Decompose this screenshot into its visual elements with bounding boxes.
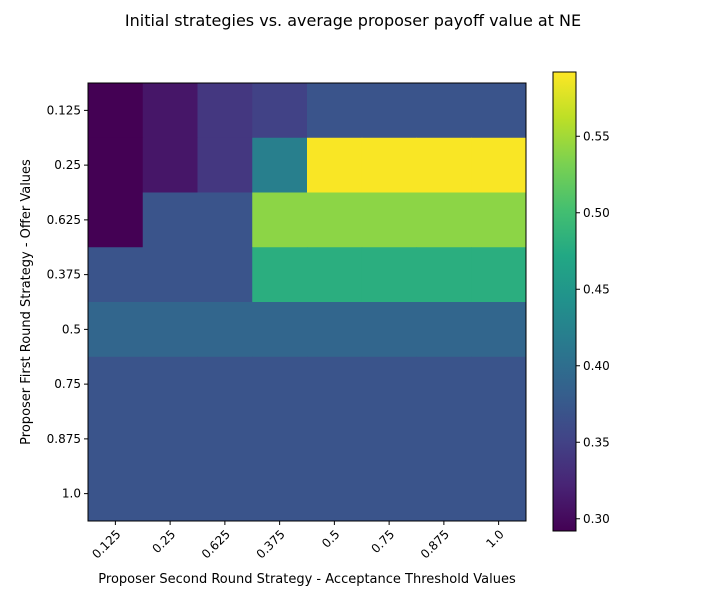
heatmap-cell xyxy=(471,247,527,303)
colorbar-tick-label: 0.50 xyxy=(583,206,610,220)
heatmap-cell xyxy=(252,83,308,139)
heatmap-cell xyxy=(361,192,417,248)
heatmap-cell xyxy=(416,302,472,358)
heatmap-cell xyxy=(252,192,308,248)
heatmap-cell xyxy=(142,356,198,412)
y-tick-label: 0.75 xyxy=(54,377,81,391)
heatmap-cell xyxy=(416,83,472,139)
colorbar-tick-label: 0.40 xyxy=(583,359,610,373)
heatmap-cell xyxy=(197,356,253,412)
heatmap-cell xyxy=(416,356,472,412)
colorbar-tick-label: 0.35 xyxy=(583,435,610,449)
heatmap-cell xyxy=(307,137,363,193)
heatmap-cell xyxy=(307,247,363,303)
heatmap-cell xyxy=(142,302,198,358)
y-tick-label: 0.5 xyxy=(62,322,81,336)
heatmap-cell xyxy=(142,83,198,139)
x-tick-label: 0.375 xyxy=(254,527,288,561)
y-tick-label: 0.125 xyxy=(47,103,81,117)
heatmap-cell xyxy=(197,466,253,522)
heatmap-cell xyxy=(361,302,417,358)
heatmap-cell xyxy=(471,302,527,358)
heatmap-cell xyxy=(88,356,144,412)
heatmap-cell xyxy=(197,83,253,139)
heatmap-cell xyxy=(416,247,472,303)
heatmap-cell xyxy=(471,356,527,412)
heatmap-cell xyxy=(197,411,253,467)
y-axis-label: Proposer First Round Strategy - Offer Va… xyxy=(19,159,34,445)
heatmap-cell xyxy=(416,192,472,248)
heatmap-cell xyxy=(142,192,198,248)
heatmap-cell xyxy=(307,411,363,467)
heatmap-cell xyxy=(252,466,308,522)
heatmap-cell xyxy=(307,302,363,358)
heatmap-cell xyxy=(88,411,144,467)
heatmap-cell xyxy=(142,411,198,467)
y-axis-ticks: 0.125 0.25 0.625 0.375 0.5 0.75 0.875 1.0 xyxy=(47,103,88,501)
colorbar-ticks: 0.30 0.35 0.40 0.45 0.50 0.55 xyxy=(576,129,610,526)
heatmap-cell xyxy=(361,411,417,467)
heatmap-cell xyxy=(88,83,144,139)
heatmap-cell xyxy=(471,192,527,248)
heatmap-cell xyxy=(307,83,363,139)
heatmap-cell xyxy=(361,247,417,303)
heatmap-cell xyxy=(361,356,417,412)
heatmap-cell xyxy=(361,83,417,139)
x-tick-label: 0.5 xyxy=(319,527,342,550)
heatmap-cell xyxy=(361,466,417,522)
heatmap-cell xyxy=(471,411,527,467)
heatmap-cell xyxy=(252,302,308,358)
y-tick-label: 0.625 xyxy=(47,213,81,227)
heatmap-cell xyxy=(252,247,308,303)
heatmap-cell xyxy=(197,192,253,248)
x-tick-label: 0.125 xyxy=(89,527,123,561)
x-axis-label: Proposer Second Round Strategy - Accepta… xyxy=(98,572,516,587)
x-tick-label: 0.625 xyxy=(199,527,233,561)
colorbar-tick-label: 0.55 xyxy=(583,129,610,143)
heatmap-cell xyxy=(197,302,253,358)
x-tick-label: 0.75 xyxy=(368,527,397,556)
heatmap-cell xyxy=(252,411,308,467)
heatmap-cell xyxy=(142,137,198,193)
y-tick-label: 0.875 xyxy=(47,432,81,446)
x-axis-ticks: 0.125 0.25 0.625 0.375 0.5 0.75 0.875 1.0 xyxy=(89,521,507,561)
heatmap-cell xyxy=(307,356,363,412)
chart-title: Initial strategies vs. average proposer … xyxy=(125,11,581,30)
heatmap-cell xyxy=(307,192,363,248)
heatmap-cell xyxy=(252,356,308,412)
y-tick-label: 0.375 xyxy=(47,268,81,282)
x-tick-label: 1.0 xyxy=(483,527,506,550)
heatmap-cell xyxy=(471,466,527,522)
colorbar-tick-label: 0.30 xyxy=(583,512,610,526)
heatmap-cell xyxy=(471,83,527,139)
heatmap-cell xyxy=(307,466,363,522)
heatmap-cell xyxy=(197,247,253,303)
heatmap-cell xyxy=(88,466,144,522)
heatmap-cells xyxy=(88,83,527,522)
plot-frame xyxy=(87,82,527,522)
y-tick-label: 1.0 xyxy=(62,487,81,501)
y-tick-label: 0.25 xyxy=(54,158,81,172)
colorbar-tick-label: 0.45 xyxy=(583,282,610,296)
heatmap-cell xyxy=(471,137,527,193)
heatmap-cell xyxy=(88,302,144,358)
heatmap-cell xyxy=(361,137,417,193)
colorbar xyxy=(552,71,577,532)
heatmap-cell xyxy=(416,411,472,467)
heatmap-cell xyxy=(416,466,472,522)
heatmap-cell xyxy=(88,192,144,248)
heatmap-cell xyxy=(88,137,144,193)
heatmap-cell xyxy=(142,247,198,303)
x-tick-label: 0.25 xyxy=(149,527,178,556)
heatmap-cell xyxy=(197,137,253,193)
x-tick-label: 0.875 xyxy=(418,527,452,561)
heatmap-cell xyxy=(252,137,308,193)
heatmap-cell xyxy=(88,247,144,303)
heatmap-cell xyxy=(416,137,472,193)
heatmap-cell xyxy=(142,466,198,522)
